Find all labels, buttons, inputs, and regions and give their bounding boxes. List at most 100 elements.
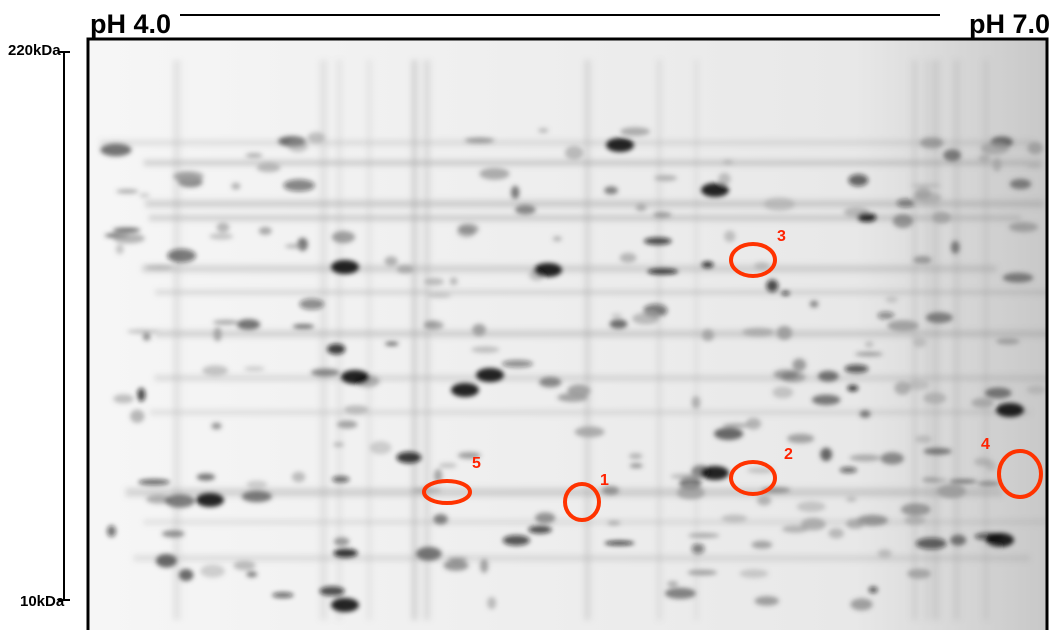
ph-start-label: pH 4.0 [90,9,171,39]
gel-texture [691,396,701,409]
gel-texture [978,154,991,163]
gel-texture [310,368,340,377]
gel-texture [333,442,344,447]
gel-texture [130,409,145,423]
spot-label: 5 [472,455,481,472]
gel-texture [511,185,520,199]
gel-texture [539,377,562,388]
gel-texture [923,447,952,455]
gel-texture [856,514,889,526]
gel-texture [915,435,932,444]
gel-texture [574,426,605,438]
gel-texture [766,279,779,292]
gel-texture [936,484,966,499]
gel-texture [609,319,628,329]
gel-texture [984,387,1012,399]
gel-texture [849,454,881,462]
gel-texture [620,127,650,136]
gel-texture [801,518,826,531]
gel-texture [144,264,174,271]
gel-texture [701,183,729,197]
gel-texture [906,379,929,391]
gel-texture [619,252,637,263]
gel-texture [457,223,479,235]
spot-label: 4 [981,436,990,453]
gel-texture [773,369,799,380]
gel-texture [333,537,350,546]
mass-top-label: 220kDa [8,42,61,59]
gel-texture [915,537,947,550]
gel-texture [113,233,145,244]
gel-texture [125,488,1003,497]
gel-texture [319,586,345,596]
gel-texture [337,420,358,429]
gel-texture [319,60,328,620]
gel-texture [1008,222,1039,233]
gel-texture [782,525,809,533]
gel-texture [233,560,256,571]
gel-texture [423,60,431,620]
spot-circle [422,479,472,505]
gel-texture [781,291,790,296]
gel-texture [607,520,621,526]
gel-texture [885,296,898,303]
gel-texture [722,159,734,165]
gel-texture [212,319,239,325]
gel-texture [817,370,839,382]
gel-texture [747,467,774,474]
gel-texture [443,560,469,571]
gel-texture [950,240,960,254]
gel-texture [925,312,953,324]
gel-texture [245,153,263,158]
gel-texture [943,149,961,162]
gel-texture [410,60,417,620]
gel-texture [451,383,479,397]
gel-texture [292,324,315,329]
gel-texture [635,203,647,212]
gel-texture [892,214,914,229]
gel-texture [100,143,132,157]
gel-texture [528,525,552,534]
gel-texture [848,174,869,187]
gel-texture [913,255,932,264]
gel-texture [820,447,833,462]
gel-texture [776,326,793,340]
gel-texture [501,360,534,368]
gel-texture [331,260,359,274]
gel-texture [243,366,265,372]
gel-texture [552,236,562,242]
gel-texture [415,546,442,561]
spot-circle [997,449,1043,499]
gel-texture [236,319,261,330]
gel-texture [258,226,272,235]
gel-texture [173,171,204,182]
gel-texture [142,332,151,341]
gel-texture [196,493,224,507]
spot-circle [729,460,777,496]
gel-texture [859,410,871,418]
gel-texture [202,365,229,376]
gel-texture [256,162,281,173]
gel-texture [763,197,795,211]
mass-bottom-label: 10kDa [20,593,65,610]
gel-texture [283,179,315,192]
gel-texture [213,327,222,342]
gel-texture [1002,272,1034,283]
gel-texture [127,329,159,334]
gel-texture [1009,178,1032,190]
gel-texture [502,535,530,546]
gel-texture [691,543,705,554]
gel-texture [143,520,1046,525]
gel-texture [606,138,634,152]
gel-texture [471,346,500,353]
gel-texture [724,230,736,243]
gel-texture [472,323,486,336]
gel-texture [877,549,892,558]
gel-texture [694,60,699,620]
gel-texture [173,60,183,620]
gel-texture [427,292,452,298]
gel-texture [449,277,458,286]
gel-texture [896,198,915,208]
gel-texture [145,200,1045,208]
gel-texture [384,256,398,267]
